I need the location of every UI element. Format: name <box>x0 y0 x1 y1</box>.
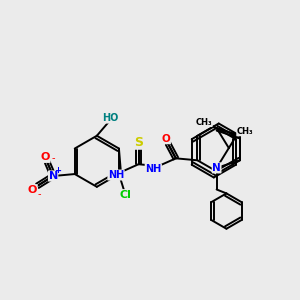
Text: O: O <box>40 152 50 162</box>
Text: NH: NH <box>108 170 124 180</box>
Text: N: N <box>212 163 221 173</box>
Text: CH₃: CH₃ <box>196 118 212 127</box>
Text: -: - <box>38 189 41 199</box>
Text: Cl: Cl <box>120 190 132 200</box>
Text: S: S <box>134 136 143 149</box>
Text: CH₃: CH₃ <box>237 127 253 136</box>
Text: -: - <box>51 153 55 163</box>
Text: HO: HO <box>102 113 119 123</box>
Text: N: N <box>49 171 58 181</box>
Text: NH: NH <box>145 164 161 174</box>
Text: O: O <box>28 185 37 195</box>
Text: O: O <box>162 134 170 144</box>
Text: +: + <box>55 166 62 175</box>
